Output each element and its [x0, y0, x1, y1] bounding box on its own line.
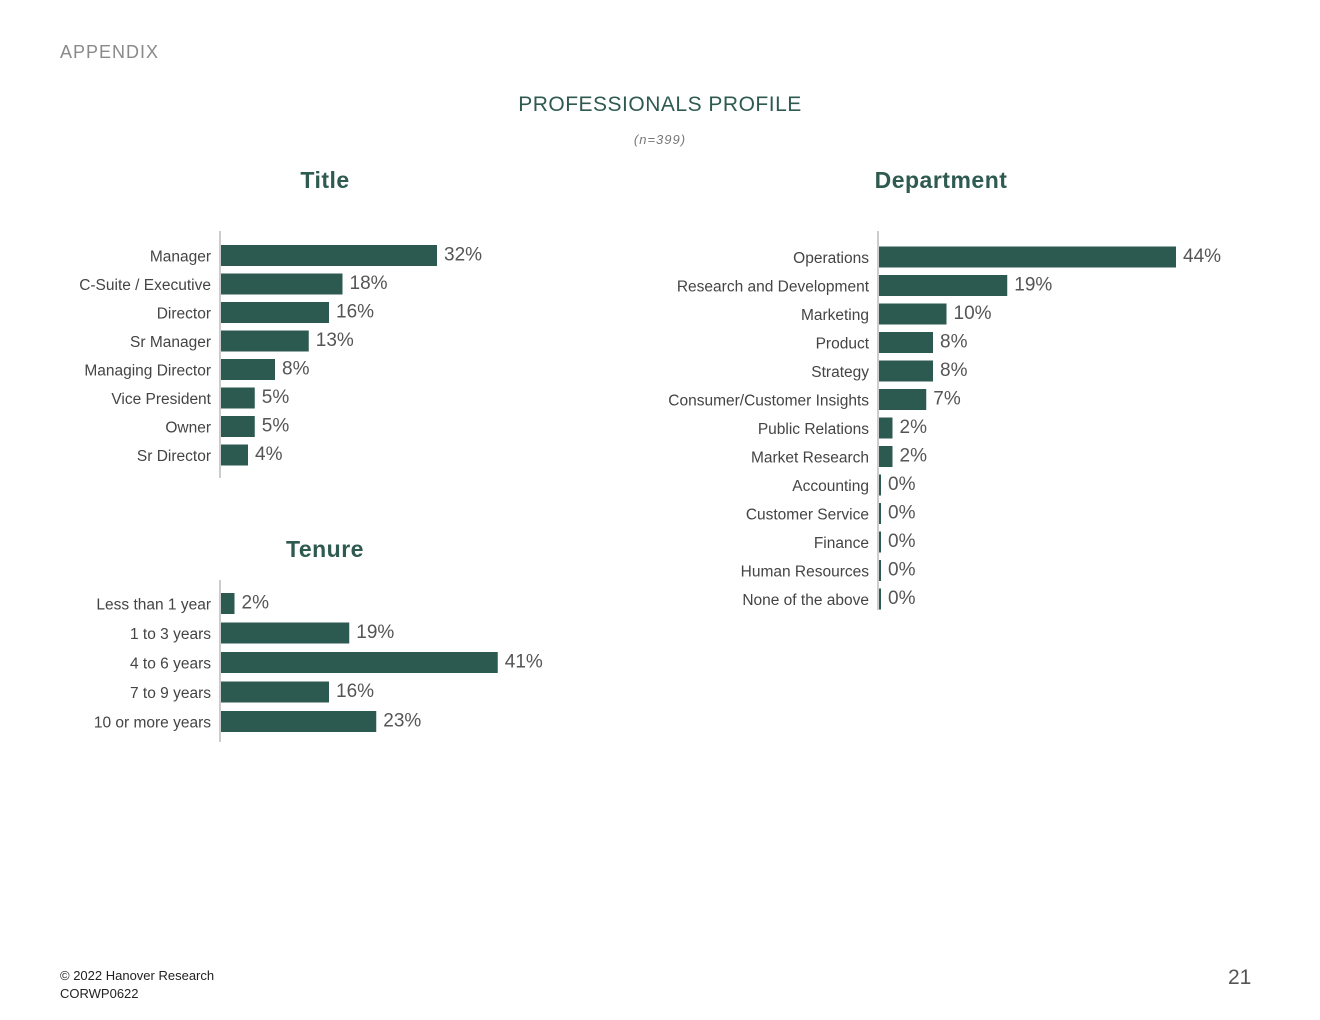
title-value-label: 13% — [316, 330, 354, 351]
department-value-label: 10% — [954, 303, 992, 324]
tenure-category-label: 10 or more years — [94, 715, 211, 732]
department-value-label: 0% — [888, 474, 916, 495]
page-number: 21 — [1228, 966, 1252, 989]
footer-code: CORWP0622 — [60, 986, 139, 1001]
department-chart-heading: Department — [874, 167, 1008, 193]
tenure-bar — [221, 681, 329, 703]
department-category-label: Accounting — [792, 478, 869, 495]
title-value-label: 8% — [282, 359, 310, 380]
title-category-label: C-Suite / Executive — [79, 277, 211, 294]
page-title: PROFESSIONALS PROFILE — [518, 93, 802, 116]
tenure-value-label: 2% — [242, 593, 270, 614]
title-bar — [221, 444, 248, 466]
department-category-label: Strategy — [811, 364, 869, 381]
department-value-label: 8% — [940, 360, 968, 381]
department-value-label: 2% — [900, 446, 928, 467]
tenure-value-label: 41% — [505, 652, 543, 673]
title-value-label: 5% — [262, 416, 290, 437]
department-category-label: None of the above — [742, 592, 869, 609]
title-category-label: Director — [157, 306, 211, 323]
footer-copyright-block: © 2022 Hanover Research CORWP0622 — [60, 967, 214, 1003]
department-category-label: Human Resources — [741, 564, 870, 581]
department-value-label: 0% — [888, 560, 916, 581]
footer-copyright: © 2022 Hanover Research — [60, 968, 215, 983]
tenure-category-label: 7 to 9 years — [130, 685, 211, 702]
title-value-label: 16% — [336, 302, 374, 323]
title-category-label: Owner — [165, 420, 211, 437]
section-label: APPENDIX — [60, 42, 160, 62]
department-value-label: 0% — [888, 531, 916, 552]
department-bar — [879, 303, 947, 325]
department-value-label: 19% — [1014, 275, 1052, 296]
department-bar — [879, 417, 893, 439]
department-bar — [879, 474, 881, 496]
tenure-value-label: 16% — [336, 681, 374, 702]
title-category-label: Sr Director — [137, 448, 211, 465]
tenure-value-label: 19% — [356, 622, 394, 643]
department-value-label: 7% — [933, 389, 961, 410]
title-bar — [221, 387, 255, 409]
department-bar — [879, 560, 881, 581]
tenure-value-label: 23% — [383, 711, 421, 732]
title-bar — [221, 245, 437, 266]
department-category-label: Finance — [814, 535, 869, 552]
department-bar — [879, 446, 893, 467]
department-bar — [879, 360, 933, 382]
department-category-label: Operations — [793, 250, 869, 267]
tenure-bar — [221, 622, 350, 644]
department-category-label: Market Research — [751, 450, 869, 467]
department-value-label: 0% — [888, 588, 916, 609]
department-category-label: Customer Service — [746, 507, 869, 524]
department-bar — [879, 531, 881, 553]
department-bar — [879, 389, 927, 410]
title-category-label: Manager — [150, 249, 211, 266]
title-bar — [221, 273, 343, 295]
sample-size: (n=399) — [633, 132, 687, 147]
department-category-label: Marketing — [801, 307, 869, 324]
department-bar — [879, 275, 1008, 296]
title-value-label: 18% — [350, 273, 388, 294]
title-value-label: 5% — [262, 387, 290, 408]
tenure-category-label: Less than 1 year — [96, 597, 211, 614]
title-category-label: Managing Director — [84, 363, 211, 380]
tenure-chart-heading: Tenure — [286, 536, 364, 562]
department-category-label: Product — [816, 336, 870, 353]
department-value-label: 44% — [1183, 246, 1221, 267]
title-bar — [221, 330, 309, 352]
tenure-bar — [221, 711, 377, 732]
title-bar — [221, 416, 255, 437]
department-bar — [879, 332, 933, 353]
department-value-label: 0% — [888, 503, 916, 524]
tenure-category-label: 1 to 3 years — [130, 626, 211, 643]
tenure-bar — [221, 593, 235, 614]
title-chart-heading: Title — [300, 167, 350, 193]
title-category-label: Vice President — [111, 391, 211, 408]
department-bar — [879, 588, 881, 610]
department-bar — [879, 246, 1176, 268]
title-value-label: 4% — [255, 444, 283, 465]
department-value-label: 2% — [900, 417, 928, 438]
department-value-label: 8% — [940, 332, 968, 353]
department-category-label: Research and Development — [677, 279, 870, 296]
title-category-label: Sr Manager — [130, 334, 211, 351]
department-category-label: Public Relations — [758, 421, 869, 438]
title-bar — [221, 302, 329, 323]
title-bar — [221, 359, 275, 380]
department-category-label: Consumer/Customer Insights — [668, 393, 869, 410]
tenure-bar — [221, 652, 498, 673]
title-value-label: 32% — [444, 245, 482, 266]
tenure-category-label: 4 to 6 years — [130, 656, 211, 673]
department-bar — [879, 503, 881, 524]
